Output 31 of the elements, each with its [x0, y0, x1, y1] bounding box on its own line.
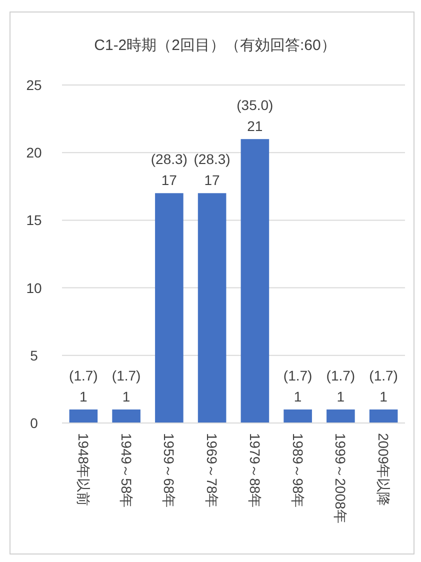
bar	[240, 139, 270, 423]
x-tick-label: 1979～88年	[246, 433, 263, 508]
y-tick-label: 0	[30, 415, 38, 431]
bar	[198, 193, 226, 423]
bar	[112, 409, 140, 423]
y-tick-label: 5	[30, 347, 38, 364]
bar	[69, 409, 98, 423]
data-label: (28.3) 17	[150, 151, 188, 188]
x-tick-label: 2009年以降	[376, 433, 392, 506]
x-tick-label: 1949～58年	[118, 433, 134, 508]
x-tick-label: 1948年以前	[75, 433, 92, 506]
data-label: (1.7) 1	[326, 367, 356, 404]
data-label: (28.3) 17	[194, 151, 230, 188]
data-label: (1.7) 1	[112, 367, 141, 404]
data-label: (1.7) 1	[283, 367, 312, 404]
bar	[155, 193, 184, 423]
bar	[326, 409, 355, 423]
y-tick-label: 15	[26, 212, 42, 228]
y-tick-label: 10	[26, 280, 42, 296]
x-tick-label: 1959～68年	[161, 433, 178, 508]
y-tick-label: 20	[26, 144, 42, 161]
data-label: (1.7) 1	[369, 367, 398, 404]
x-tick-label: 1999～2008年	[332, 433, 349, 524]
bar	[369, 409, 398, 423]
bar	[284, 409, 312, 423]
x-tick-label: 1989～98年	[290, 433, 306, 508]
x-tick-label: 1969～78年	[204, 433, 220, 508]
y-tick-label: 25	[26, 77, 42, 93]
data-label: (1.7) 1	[69, 367, 98, 404]
data-label: (35.0) 21	[236, 97, 274, 134]
chart-title: C1-2時期（2回目）（有効回答:60）	[94, 37, 336, 54]
